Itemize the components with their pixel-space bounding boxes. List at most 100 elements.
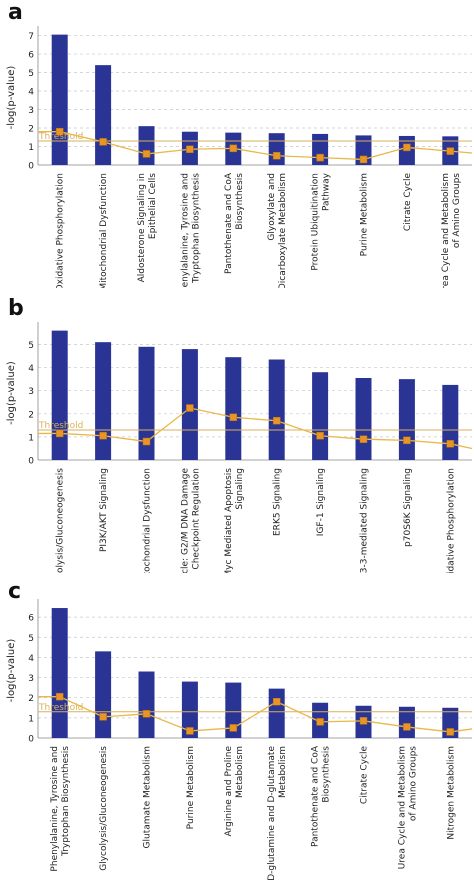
x-tick-label: p70S6K Signaling [403,468,413,547]
chart-a: 0 1 2 3 4 5 6 7 -log(p-value) Threshold Oxidative … [6,26,473,288]
ratio-point [229,413,238,422]
bar [355,135,372,165]
x-tick-label: Aldosterone Signaling inEpithelial Cells [137,173,158,283]
ratio-point [272,152,281,160]
x-tick-label: Urea Cycle and Metabolismof Amino Groups [397,746,418,870]
y-tick-label: 5 [28,634,34,644]
ratio-line [38,407,473,450]
bar [398,379,415,460]
y-tick-label: 2 [28,694,34,704]
ratio-point [186,145,194,154]
y-tick-label: 1 [28,433,34,443]
x-tick-label: Pantothenate and CoABiosynthesis [311,745,332,847]
panel-label: a [8,0,23,25]
bar [51,34,68,165]
bar [51,608,68,738]
ratio-point [272,416,281,425]
y-tick-label: 3 [28,387,34,397]
bar [398,706,415,738]
x-tick-label: Mitochondrial Dysfunction [143,468,153,573]
threshold-label: Threshold [38,703,83,713]
y-tick-label: 5 [28,341,34,351]
y-tick-label: 0 [28,457,34,467]
ratio-point [446,728,455,736]
x-tick-label: Glyoxylate andDicarboxylate Metabolism [267,173,288,288]
x-tick-label: Glutamate Metabolism [143,746,153,848]
x-tick-label: Arginine and ProlineMetabolism [224,746,245,837]
y-tick-label: 3 [28,106,34,116]
ratio-point [359,435,368,443]
bar [95,65,112,165]
chart-c: 0 1 2 3 4 5 6 -log(p-value) Threshold Phenylalani… [6,599,473,881]
x-tick-label: Glycolysis/Gluconeogenesis [99,746,109,871]
x-tick-label: Purine Metabolism [186,746,196,829]
ratio-point [316,431,324,440]
y-tick-label: 5 [28,69,34,79]
bar [442,707,459,738]
ratio-point [55,127,64,136]
y-tick-label: 6 [28,614,34,624]
threshold-label: Threshold [38,421,83,431]
ratio-point [316,153,324,162]
x-tick-label: D-glutamine and D-glutamateMetabolism [267,746,288,881]
y-axis-label: -log(p-value) [6,361,17,425]
ratio-point [446,147,455,155]
ratio-point [55,429,64,438]
ratio-point [142,437,151,446]
ratio-point [403,143,411,152]
bar [442,384,459,460]
y-tick-label: 4 [28,654,34,664]
x-tick-label: Phenylalanine, Tyrosine andTryptophan Bi… [50,746,71,872]
x-tick-label: Pantothenate and CoABiosynthesis [224,172,245,274]
ratio-point [142,150,151,158]
ratio-point [446,440,455,448]
y-tick-label: 2 [28,125,34,135]
ratio-point [142,710,151,718]
ratio-point [272,697,281,706]
bar [268,359,285,460]
ratio-point [99,138,107,146]
bar [355,377,372,460]
bar [268,133,285,165]
ratio-point [99,713,107,721]
x-tick-label: Myc Mediated ApoptosisSignaling [224,468,245,573]
ratio-point [359,717,368,725]
x-tick-label: ERK5 Signaling [273,468,283,536]
chart-b: 0 1 2 3 4 5 -log(p-value) Threshold Glycolysis/G… [6,322,473,573]
threshold-label: Threshold [38,132,83,142]
ratio-point [403,436,411,445]
y-tick-label: 0 [28,735,34,745]
y-axis-label: -log(p-value) [6,639,17,703]
bar [268,688,285,738]
bar [138,671,155,738]
y-tick-label: 4 [28,88,34,98]
x-tick-label: Glycolysis/Gluconeogenesis [56,468,66,573]
bar [95,342,112,460]
ratio-point [229,724,238,732]
x-tick-label: Oxidative Phosphorylation [56,173,66,288]
bar [312,372,329,460]
y-tick-label: 1 [28,714,34,724]
x-tick-label: Citrate Cycle [403,173,413,232]
y-tick-label: 4 [28,364,34,374]
ratio-point [229,144,238,153]
x-tick-label: Purine Metabolism [360,173,370,256]
x-tick-label: Oxidative Phosphorylation [446,468,456,573]
bar [225,682,242,738]
chart-panel-a: a 0 1 2 3 4 5 6 7 -log(p-value) Threshold Oxidativ… [0,0,474,288]
x-tick-label: Phenylalanine, Tyrosine andTryptophan Bi… [180,173,201,288]
ratio-point [55,692,64,701]
ratio-line [38,696,473,733]
ratio-point [359,155,368,164]
panel-label: c [8,579,22,604]
y-tick-label: 6 [28,51,34,61]
y-tick-label: 7 [28,32,34,42]
y-axis-label: -log(p-value) [6,66,17,130]
x-tick-label: Cell Cycle: G2/M DNA DamageCheckpoint Re… [180,468,201,573]
ratio-point [186,404,194,412]
x-tick-label: 14-3-3-mediated Signaling [360,468,370,573]
ratio-point [316,718,324,726]
y-tick-label: 2 [28,410,34,420]
x-tick-label: Nitrogen Metabolism [446,746,456,840]
x-tick-label: IGF-1 Signaling [316,468,326,536]
